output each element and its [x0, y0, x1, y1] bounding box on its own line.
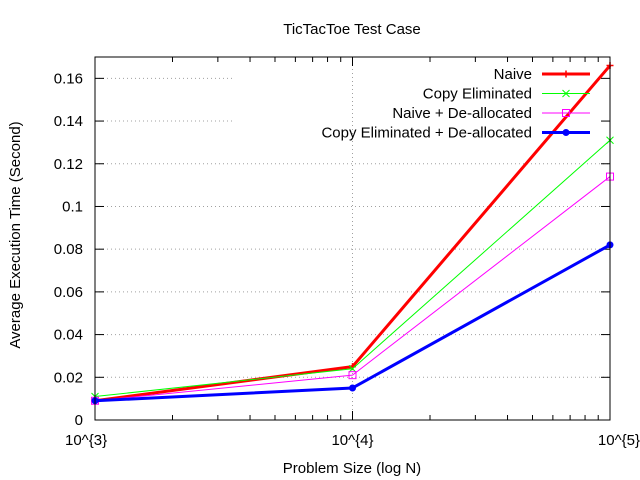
legend-marker	[562, 70, 570, 78]
plot-frame	[94, 56, 611, 421]
series-lines	[91, 62, 614, 405]
x-tick-label: 10^{4}	[331, 432, 373, 449]
y-tick-label: 0.08	[54, 241, 83, 258]
legend-label: Naive	[494, 66, 532, 83]
y-tick-label: 0.16	[54, 70, 83, 87]
series-line	[94, 139, 611, 398]
y-tick-label: 0	[75, 412, 83, 429]
y-tick-label: 0.06	[54, 284, 83, 301]
data-point	[348, 371, 357, 380]
legend: Naive Copy Eliminated Naive + De-allocated…	[321, 66, 590, 142]
x-tick-label: 10^{3}	[65, 432, 107, 449]
chart-title: TicTacToe Test Case	[283, 21, 421, 38]
legend-label: Copy Eliminated + De-allocated	[321, 125, 532, 142]
y-tick-label: 0.14	[54, 113, 83, 130]
y-tick-label: 0.1	[62, 198, 83, 215]
legend-label: Naive + De-allocated	[392, 105, 532, 122]
y-axis-title: Average Execution Time (Second)	[7, 121, 24, 348]
legend-marker	[562, 109, 570, 117]
legend-marker	[562, 89, 570, 98]
y-tick-label: 0.02	[54, 369, 83, 386]
x-axis-title: Problem Size (log N)	[283, 460, 421, 477]
tick-labels: 0 0.02 0.04 0.06 0.08 0.1 0.12 0.14 0.16 10^{3} 10…	[54, 70, 640, 449]
legend-label: Copy Eliminated	[423, 86, 532, 103]
x-tick-label: 10^{5}	[598, 432, 640, 449]
legend-marker	[562, 129, 570, 136]
series-line	[94, 176, 611, 402]
data-point	[348, 364, 357, 373]
y-tick-label: 0.12	[54, 156, 83, 173]
grid	[95, 57, 610, 420]
y-tick-label: 0.04	[54, 327, 83, 344]
data-point	[349, 384, 356, 392]
